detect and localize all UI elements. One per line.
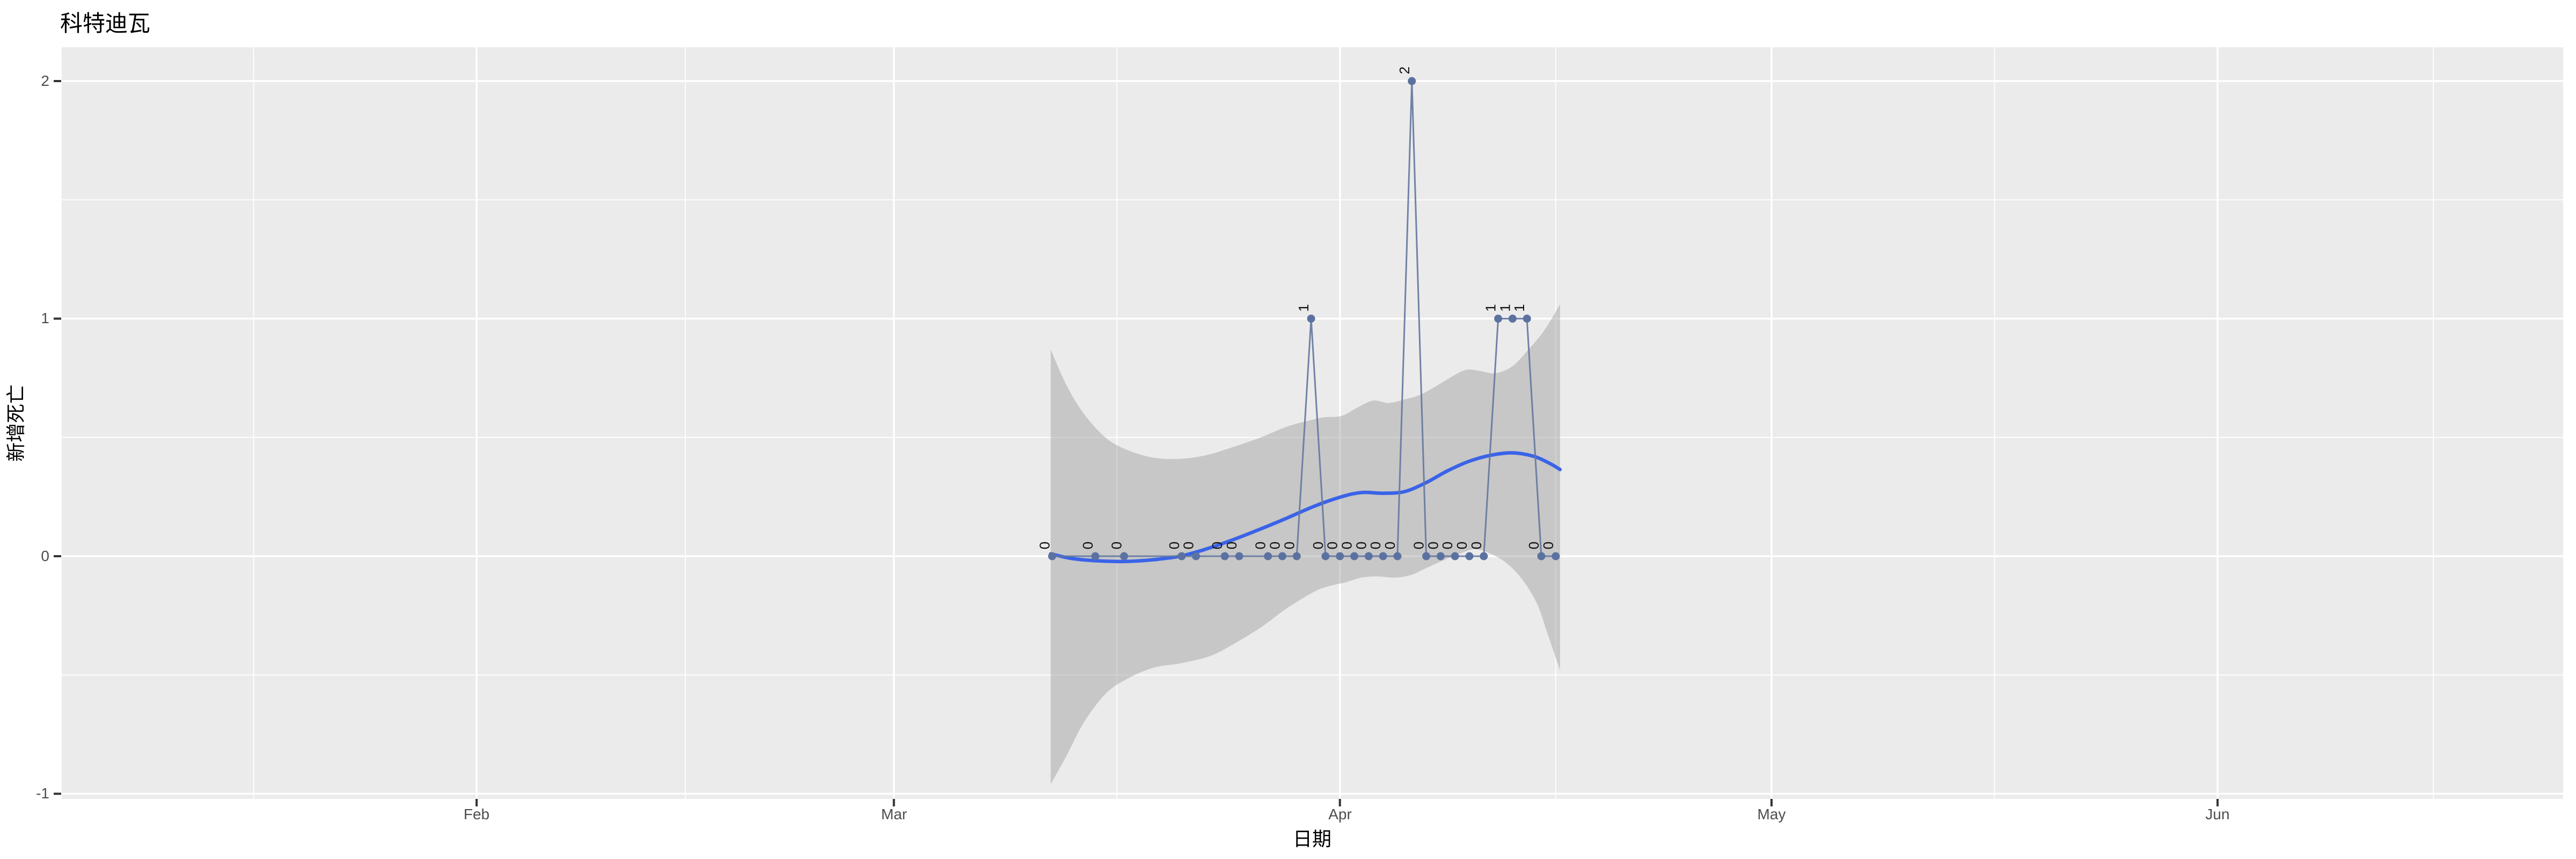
point-label: 1 [1296, 304, 1312, 311]
data-point [1336, 552, 1344, 560]
point-label: 0 [1181, 542, 1197, 549]
point-label: 0 [1353, 542, 1369, 549]
point-label: 0 [1209, 542, 1225, 549]
data-point [1537, 552, 1546, 560]
data-point [1379, 552, 1387, 560]
data-point [1091, 552, 1100, 560]
data-point [1465, 552, 1474, 560]
data-point [1436, 552, 1445, 560]
point-label: 0 [1281, 542, 1297, 549]
point-label: 0 [1411, 542, 1427, 549]
plot-panel [62, 47, 2563, 799]
data-point [1235, 552, 1243, 560]
point-label: 1 [1483, 304, 1499, 311]
point-label: 0 [1425, 542, 1441, 549]
y-tick-label-0: 0 [41, 548, 49, 564]
data-point [1422, 552, 1431, 560]
point-label: 0 [1439, 542, 1455, 549]
data-point [1120, 552, 1129, 560]
data-point [1278, 552, 1286, 560]
data-point [1177, 552, 1186, 560]
confidence-ribbon [1050, 304, 1560, 784]
point-label: 0 [1526, 542, 1542, 549]
x-tick-label-may: May [1757, 806, 1786, 822]
point-label: 0 [1166, 542, 1182, 549]
point-label: 0 [1454, 542, 1470, 549]
point-label: 0 [1080, 542, 1096, 549]
data-point [1451, 552, 1459, 560]
data-point [1552, 552, 1560, 560]
x-tick-label-apr: Apr [1328, 806, 1352, 822]
data-point [1523, 315, 1531, 323]
y-tick-label-1: 1 [41, 310, 49, 326]
data-point [1494, 315, 1503, 323]
data-point [1508, 315, 1517, 323]
point-label: 0 [1382, 542, 1398, 549]
point-label: 0 [1324, 542, 1341, 549]
data-point [1192, 552, 1201, 560]
point-label: 0 [1267, 542, 1283, 549]
data-point [1264, 552, 1272, 560]
point-label: 0 [1468, 542, 1484, 549]
point-label: 0 [1310, 542, 1326, 549]
point-label: 1 [1497, 304, 1513, 311]
point-label: 2 [1396, 67, 1413, 74]
y-tick-label-2: 2 [41, 72, 49, 89]
series-line [1052, 80, 1556, 557]
data-point [1292, 552, 1301, 560]
x-tick-label-feb: Feb [463, 806, 490, 822]
y-tick-label-neg1: -1 [36, 785, 49, 802]
smooth-line [1049, 451, 1562, 564]
x-tick-label-mar: Mar [881, 806, 908, 822]
x-axis-title: 日期 [1292, 828, 1331, 850]
data-point [1480, 552, 1488, 560]
page-title: 科特迪瓦 [60, 11, 151, 36]
point-label: 0 [1253, 542, 1269, 549]
data-point [1408, 77, 1416, 85]
y-axis-title: 新增死亡 [5, 384, 27, 462]
point-label: 0 [1367, 542, 1384, 549]
point-label: 0 [1224, 542, 1240, 549]
data-point [1048, 552, 1057, 560]
point-label: 0 [1109, 542, 1125, 549]
data-point [1307, 315, 1315, 323]
data-point [1350, 552, 1359, 560]
point-label: 1 [1511, 304, 1527, 311]
data-point [1321, 552, 1330, 560]
data-point [1364, 552, 1373, 560]
x-tick-label-jun: Jun [2205, 806, 2230, 822]
data-point [1393, 552, 1402, 560]
data-point [1220, 552, 1229, 560]
point-label: 0 [1339, 542, 1355, 549]
point-label: 0 [1037, 542, 1053, 549]
point-label: 0 [1540, 542, 1556, 549]
